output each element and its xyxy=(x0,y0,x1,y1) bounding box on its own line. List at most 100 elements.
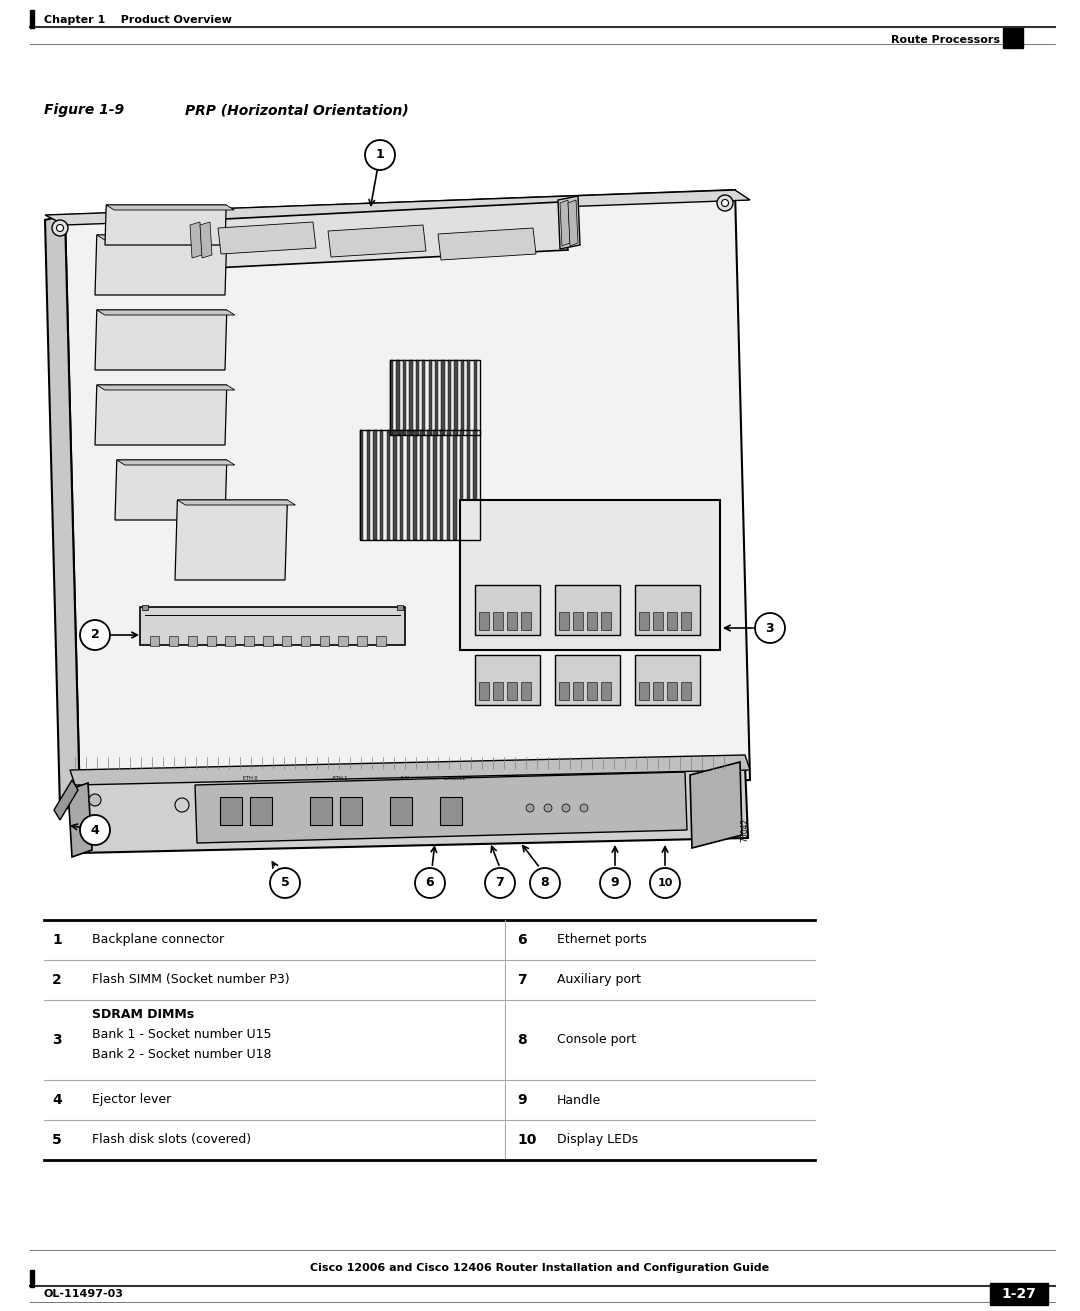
Text: 2: 2 xyxy=(52,973,62,987)
Bar xyxy=(141,604,148,610)
Bar xyxy=(573,682,583,700)
Circle shape xyxy=(580,804,588,812)
Text: 10: 10 xyxy=(517,1133,537,1147)
Polygon shape xyxy=(75,766,748,853)
Text: 5: 5 xyxy=(52,1133,62,1147)
Circle shape xyxy=(650,868,680,898)
Polygon shape xyxy=(45,190,750,225)
Polygon shape xyxy=(117,460,234,465)
Bar xyxy=(282,636,292,646)
Text: 4: 4 xyxy=(91,823,99,836)
Circle shape xyxy=(485,868,515,898)
Polygon shape xyxy=(65,190,750,805)
Polygon shape xyxy=(442,361,445,435)
Polygon shape xyxy=(106,205,234,210)
Polygon shape xyxy=(140,607,405,645)
Bar xyxy=(226,636,234,646)
Bar xyxy=(264,636,272,646)
Polygon shape xyxy=(561,201,570,246)
Polygon shape xyxy=(473,430,476,540)
Polygon shape xyxy=(447,430,450,540)
Polygon shape xyxy=(440,430,443,540)
Polygon shape xyxy=(95,309,227,370)
Text: Backplane connector: Backplane connector xyxy=(92,933,225,947)
Text: SDRAM DIMMs: SDRAM DIMMs xyxy=(92,1008,194,1021)
Bar xyxy=(653,682,663,700)
Polygon shape xyxy=(95,235,227,295)
Text: 3: 3 xyxy=(52,1033,62,1047)
Bar xyxy=(460,499,720,650)
Text: 1: 1 xyxy=(52,933,62,947)
Bar xyxy=(475,656,540,705)
Bar xyxy=(249,797,272,825)
Text: Console port: Console port xyxy=(557,1033,636,1046)
Text: Display LEDs: Display LEDs xyxy=(557,1134,638,1147)
Polygon shape xyxy=(420,430,423,540)
Circle shape xyxy=(721,199,729,207)
Circle shape xyxy=(600,868,630,898)
Circle shape xyxy=(755,614,785,642)
Bar xyxy=(357,636,367,646)
Circle shape xyxy=(562,804,570,812)
Circle shape xyxy=(415,868,445,898)
Bar xyxy=(492,682,503,700)
Polygon shape xyxy=(467,430,470,540)
Polygon shape xyxy=(568,201,578,246)
Bar xyxy=(635,656,700,705)
Text: Bank 1 - Socket number U15: Bank 1 - Socket number U15 xyxy=(92,1029,271,1041)
Polygon shape xyxy=(433,430,436,540)
Text: OL-11497-03: OL-11497-03 xyxy=(44,1289,124,1299)
Bar xyxy=(188,636,198,646)
Bar xyxy=(507,612,517,631)
Bar xyxy=(397,604,403,610)
Polygon shape xyxy=(360,430,363,540)
Bar xyxy=(244,636,254,646)
Circle shape xyxy=(526,804,534,812)
Polygon shape xyxy=(454,430,457,540)
Polygon shape xyxy=(374,430,377,540)
Polygon shape xyxy=(70,755,750,785)
Text: Chapter 1    Product Overview: Chapter 1 Product Overview xyxy=(44,14,232,25)
Bar xyxy=(990,1283,1048,1304)
Polygon shape xyxy=(177,499,296,505)
Text: 9: 9 xyxy=(610,877,619,889)
Bar xyxy=(30,10,33,28)
Text: 4: 4 xyxy=(52,1093,62,1106)
Bar xyxy=(480,682,489,700)
Bar xyxy=(521,612,531,631)
Polygon shape xyxy=(68,783,92,857)
Bar xyxy=(338,636,348,646)
Polygon shape xyxy=(97,385,234,389)
Bar xyxy=(681,612,691,631)
Circle shape xyxy=(270,868,300,898)
Polygon shape xyxy=(429,361,432,435)
Polygon shape xyxy=(393,430,396,540)
Bar xyxy=(573,612,583,631)
Bar xyxy=(310,797,332,825)
Text: 7: 7 xyxy=(517,973,527,987)
Polygon shape xyxy=(400,430,403,540)
Bar xyxy=(390,361,480,435)
Text: 8: 8 xyxy=(541,877,550,889)
Circle shape xyxy=(175,798,189,812)
Bar xyxy=(340,797,362,825)
Polygon shape xyxy=(45,215,80,810)
Bar xyxy=(639,612,649,631)
Bar xyxy=(475,585,540,635)
Bar xyxy=(600,682,611,700)
Bar xyxy=(150,636,160,646)
Polygon shape xyxy=(97,309,234,315)
Bar xyxy=(667,612,677,631)
Text: Flash disk slots (covered): Flash disk slots (covered) xyxy=(92,1134,252,1147)
Polygon shape xyxy=(195,772,687,843)
Bar xyxy=(376,636,386,646)
Text: 3: 3 xyxy=(766,621,774,635)
Polygon shape xyxy=(387,430,390,540)
Polygon shape xyxy=(460,430,463,540)
Polygon shape xyxy=(328,225,426,257)
Bar xyxy=(559,612,569,631)
Polygon shape xyxy=(367,430,370,540)
Polygon shape xyxy=(427,430,430,540)
Polygon shape xyxy=(409,361,413,435)
Polygon shape xyxy=(190,222,202,258)
